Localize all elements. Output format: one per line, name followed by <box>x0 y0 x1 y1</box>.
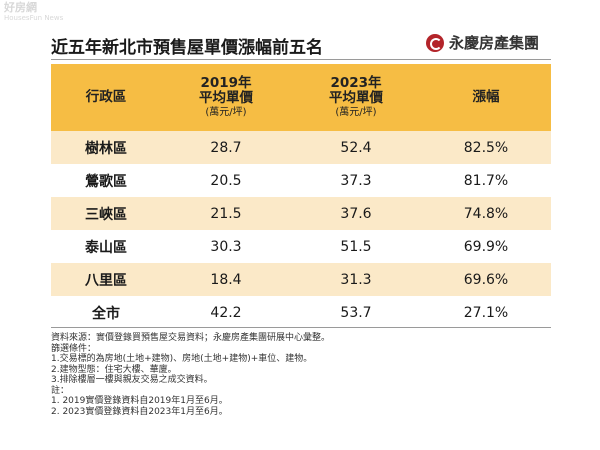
table-row: 鶯歌區 20.5 37.3 81.7% <box>51 164 551 197</box>
cell-growth: 74.8% <box>463 205 509 222</box>
note-remark-1: 1. 2019實價登錄資料自2019年1月至6月。 <box>51 396 228 406</box>
brand-name: 永慶房產集團 <box>449 34 540 52</box>
cell-2023-price: 53.7 <box>340 304 372 321</box>
brand-logo: 永慶房產集團 <box>426 32 539 53</box>
note-filter-2: 2.建物型態：住宅大樓、華廈。 <box>51 364 177 375</box>
note-remark-heading: 註： <box>51 385 70 396</box>
table-row: 泰山區 30.3 51.5 69.9% <box>51 230 551 263</box>
header-2023-year: 2023年 <box>330 75 382 91</box>
cell-2019-price: 28.7 <box>210 139 242 156</box>
header-2023-unit: (萬元/坪) <box>335 107 377 118</box>
note-filter-3: 3.排除樓層一樓與親友交易之成交資料。 <box>51 375 213 385</box>
cell-district: 泰山區 <box>85 239 127 256</box>
cell-district: 全市 <box>92 305 120 322</box>
cell-district: 三峽區 <box>85 206 127 223</box>
note-source: 資料來源：實價登錄買預售屋交易資料；永慶房產集團研展中心彙整。 <box>51 333 331 343</box>
table-row-total: 全市 42.2 53.7 27.1% <box>51 296 551 329</box>
note-filter-heading: 篩選條件： <box>51 343 97 354</box>
cell-2019-price: 21.5 <box>210 205 242 222</box>
header-2019-unit: (萬元/坪) <box>205 107 247 118</box>
header-growth: 漲幅 <box>421 64 551 131</box>
header-district-label: 行政區 <box>85 89 127 105</box>
cell-2023-price: 37.3 <box>340 172 372 189</box>
cell-district: 樹林區 <box>85 140 127 157</box>
cell-2019-price: 30.3 <box>210 238 242 255</box>
cell-growth: 82.5% <box>463 139 509 156</box>
header-2019-year: 2019年 <box>200 75 252 91</box>
table-row: 三峽區 21.5 37.6 74.8% <box>51 197 551 230</box>
cell-2023-price: 51.5 <box>340 238 372 255</box>
header-2023-label: 平均單價 <box>329 90 383 106</box>
table-header: 行政區 2019年 平均單價 (萬元/坪) 2023年 平均單價 (萬元/坪) … <box>51 64 551 131</box>
cell-2019-price: 42.2 <box>210 304 242 321</box>
header-2023-price: 2023年 平均單價 (萬元/坪) <box>291 64 421 131</box>
table-row: 樹林區 28.7 52.4 82.5% <box>51 131 551 164</box>
footnotes: 資料來源：實價登錄買預售屋交易資料；永慶房產集團研展中心彙整。 篩選條件： 1.… <box>51 333 551 417</box>
watermark-sub: HousesFun News <box>4 14 64 22</box>
cell-growth: 69.9% <box>463 238 509 255</box>
top-divider <box>51 59 551 60</box>
header-2019-price: 2019年 平均單價 (萬元/坪) <box>161 64 291 131</box>
page-title: 近五年新北市預售屋單價漲幅前五名 <box>51 38 323 58</box>
note-filter-1: 1.交易標的為房地(土地+建物)、房地(土地+建物)+車位、建物。 <box>51 354 313 364</box>
header-district: 行政區 <box>51 64 161 131</box>
price-growth-table: 行政區 2019年 平均單價 (萬元/坪) 2023年 平均單價 (萬元/坪) … <box>51 64 551 329</box>
header-2019-label: 平均單價 <box>199 90 253 106</box>
cell-district: 八里區 <box>85 272 127 289</box>
watermark-main: 好房網 <box>4 1 37 14</box>
note-remark-2: 2. 2023實價登錄資料自2023年1月至6月。 <box>51 406 228 417</box>
watermark-logo: 好房網 HousesFun News <box>4 1 64 23</box>
header-growth-label: 漲幅 <box>472 89 500 105</box>
cell-2023-price: 31.3 <box>340 271 372 288</box>
cell-2023-price: 37.6 <box>340 205 372 222</box>
table-row: 八里區 18.4 31.3 69.6% <box>51 263 551 296</box>
cell-2023-price: 52.4 <box>340 139 372 156</box>
cell-growth: 69.6% <box>463 271 509 288</box>
cell-growth: 81.7% <box>463 172 509 189</box>
cell-district: 鶯歌區 <box>85 173 127 190</box>
cell-growth: 27.1% <box>463 304 509 321</box>
brand-mark-icon <box>426 33 444 52</box>
bottom-divider <box>51 327 551 328</box>
cell-2019-price: 20.5 <box>210 172 242 189</box>
cell-2019-price: 18.4 <box>210 271 242 288</box>
